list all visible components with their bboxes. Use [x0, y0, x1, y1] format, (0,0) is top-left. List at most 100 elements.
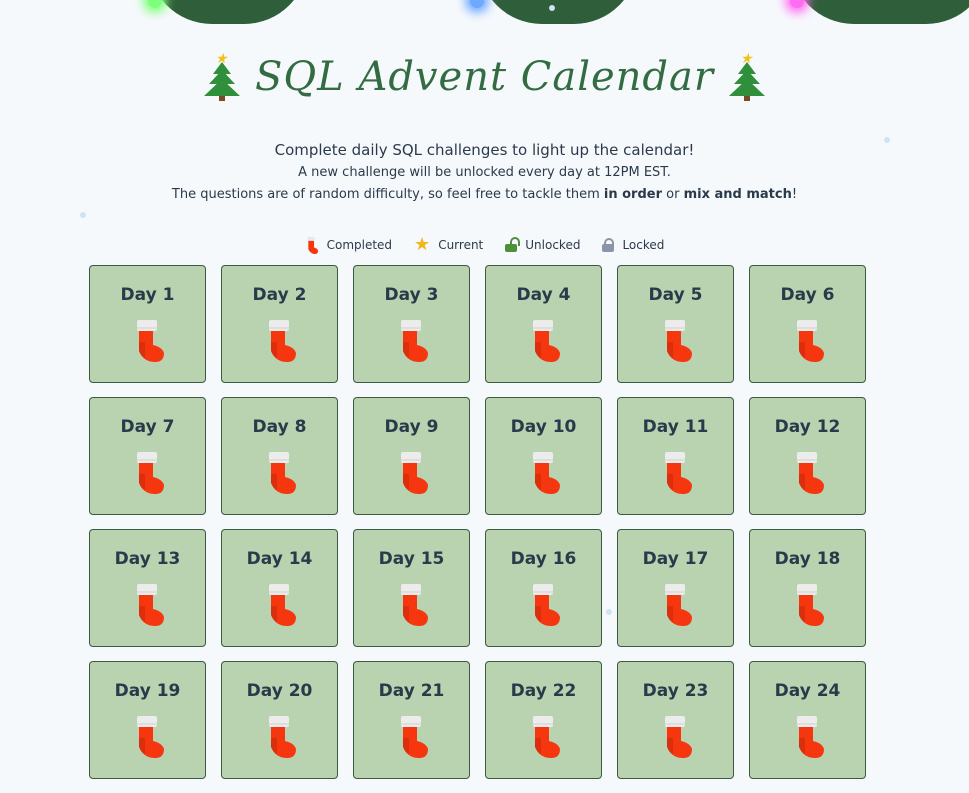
stocking-icon [137, 452, 164, 494]
calendar-day-13[interactable]: Day 13 [89, 529, 206, 647]
calendar-day-17[interactable]: Day 17 [617, 529, 734, 647]
day-label: Day 9 [384, 417, 439, 437]
stocking-icon [137, 716, 164, 758]
stocking-icon [137, 584, 164, 626]
snowflake-icon [606, 609, 612, 615]
unlock-note: A new challenge will be unlocked every d… [298, 165, 671, 180]
stocking-icon [797, 320, 824, 362]
mix-and-match-emphasis: mix and match [683, 187, 792, 202]
day-label: Day 6 [780, 285, 835, 305]
day-label: Day 18 [774, 549, 841, 569]
stocking-icon [533, 584, 560, 626]
stocking-icon [533, 716, 560, 758]
legend: Completed ★ Current Unlocked Locked [0, 236, 969, 254]
stocking-icon [533, 320, 560, 362]
calendar-day-18[interactable]: Day 18 [749, 529, 866, 647]
calendar-grid: Day 1 Day 2 Day 3 Day 4 Day 5 Day 6 Day 7 Day 8… [89, 265, 866, 779]
stocking-icon [269, 584, 296, 626]
page-title: ★ SQL Advent Calendar ★ [203, 52, 766, 102]
stocking-icon [269, 716, 296, 758]
day-label: Day 20 [246, 681, 313, 701]
christmas-tree-icon: ★ [728, 52, 766, 102]
calendar-day-10[interactable]: Day 10 [485, 397, 602, 515]
calendar-day-15[interactable]: Day 15 [353, 529, 470, 647]
subtitle: Complete daily SQL challenges to light u… [274, 141, 695, 159]
calendar-day-8[interactable]: Day 8 [221, 397, 338, 515]
stocking-icon [665, 584, 692, 626]
stocking-icon [665, 320, 692, 362]
christmas-tree-icon: ★ [203, 52, 241, 102]
day-label: Day 2 [252, 285, 307, 305]
light-bulb-icon [790, 0, 804, 8]
calendar-day-14[interactable]: Day 14 [221, 529, 338, 647]
day-label: Day 10 [510, 417, 577, 437]
stocking-icon [401, 584, 428, 626]
title-text: SQL Advent Calendar [254, 54, 715, 100]
calendar-day-16[interactable]: Day 16 [485, 529, 602, 647]
stocking-icon [269, 452, 296, 494]
calendar-day-19[interactable]: Day 19 [89, 661, 206, 779]
calendar-day-22[interactable]: Day 22 [485, 661, 602, 779]
day-label: Day 4 [516, 285, 571, 305]
legend-completed: Completed [305, 236, 392, 254]
calendar-day-1[interactable]: Day 1 [89, 265, 206, 383]
calendar-day-24[interactable]: Day 24 [749, 661, 866, 779]
calendar-day-5[interactable]: Day 5 [617, 265, 734, 383]
day-label: Day 15 [378, 549, 445, 569]
stocking-icon [269, 320, 296, 362]
star-icon: ★ [414, 234, 431, 255]
garland-decoration [148, 0, 308, 24]
day-label: Day 14 [246, 549, 313, 569]
unlocked-icon [505, 237, 521, 252]
calendar-day-2[interactable]: Day 2 [221, 265, 338, 383]
difficulty-note: The questions are of random difficulty, … [171, 187, 798, 202]
day-label: Day 24 [774, 681, 841, 701]
legend-unlocked: Unlocked [505, 237, 580, 252]
stocking-icon [401, 320, 428, 362]
calendar-day-3[interactable]: Day 3 [353, 265, 470, 383]
garland-decoration [790, 0, 969, 24]
day-label: Day 21 [378, 681, 445, 701]
day-label: Day 1 [120, 285, 175, 305]
light-bulb-icon [470, 0, 484, 8]
calendar-day-20[interactable]: Day 20 [221, 661, 338, 779]
garland-decoration [478, 0, 638, 24]
day-label: Day 19 [114, 681, 181, 701]
stocking-icon [797, 452, 824, 494]
stocking-icon [533, 452, 560, 494]
day-label: Day 22 [510, 681, 577, 701]
snowflake-icon [884, 137, 890, 143]
snowflake-icon [80, 212, 86, 218]
page-header: ★ SQL Advent Calendar ★ [0, 52, 969, 106]
day-label: Day 13 [114, 549, 181, 569]
legend-current: ★ Current [414, 234, 484, 255]
day-label: Day 3 [384, 285, 439, 305]
light-bulb-icon [148, 0, 162, 8]
calendar-day-7[interactable]: Day 7 [89, 397, 206, 515]
stocking-icon [307, 236, 318, 254]
calendar-day-23[interactable]: Day 23 [617, 661, 734, 779]
calendar-day-12[interactable]: Day 12 [749, 397, 866, 515]
calendar-day-11[interactable]: Day 11 [617, 397, 734, 515]
stocking-icon [797, 716, 824, 758]
day-label: Day 12 [774, 417, 841, 437]
day-label: Day 23 [642, 681, 709, 701]
day-label: Day 5 [648, 285, 703, 305]
day-label: Day 8 [252, 417, 307, 437]
in-order-emphasis: in order [603, 187, 663, 202]
stocking-icon [797, 584, 824, 626]
calendar-day-6[interactable]: Day 6 [749, 265, 866, 383]
legend-locked: Locked [602, 238, 664, 252]
day-label: Day 16 [510, 549, 577, 569]
stocking-icon [401, 716, 428, 758]
stocking-icon [665, 452, 692, 494]
snowflake-icon [549, 5, 555, 11]
day-label: Day 11 [642, 417, 709, 437]
stocking-icon [665, 716, 692, 758]
calendar-day-4[interactable]: Day 4 [485, 265, 602, 383]
stocking-icon [137, 320, 164, 362]
stocking-icon [401, 452, 428, 494]
calendar-day-9[interactable]: Day 9 [353, 397, 470, 515]
locked-icon [602, 238, 615, 252]
calendar-day-21[interactable]: Day 21 [353, 661, 470, 779]
